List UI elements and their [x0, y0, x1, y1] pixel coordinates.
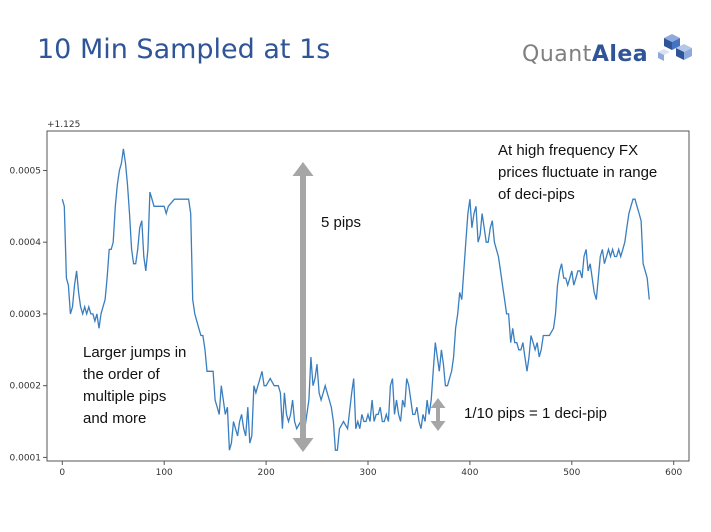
- five-pips-arrow: [292, 162, 314, 452]
- annotation-line: of deci-pips: [498, 186, 575, 203]
- annotation-arrows: [292, 162, 446, 452]
- x-tick-label: 500: [563, 468, 580, 478]
- annotation-line: prices fluctuate in range: [498, 164, 658, 181]
- x-tick-label: 600: [665, 468, 682, 478]
- deci-pip-arrow: [430, 398, 446, 431]
- x-tick-label: 200: [258, 468, 275, 478]
- y-tick-label: 0.0002: [10, 382, 42, 392]
- logo-text: QuantAlea: [522, 42, 648, 67]
- x-tick-label: 300: [359, 468, 376, 478]
- x-tick-label: 0: [59, 468, 65, 478]
- price-series-line: [61, 148, 650, 451]
- x-tick-label: 400: [461, 468, 478, 478]
- x-tick-label: 100: [156, 468, 173, 478]
- annotation-line: At high frequency FX: [498, 142, 639, 159]
- annotation-deci-pip: 1/10 pips = 1 deci-pip: [464, 405, 608, 422]
- y-tick-label: 0.0005: [10, 166, 42, 176]
- y-tick-label: 0.0001: [10, 453, 42, 463]
- x-axis-ticks: 0 100 200 300 400 500 600: [59, 461, 683, 478]
- y-offset-label: +1.125: [47, 120, 80, 130]
- annotation-larger-jumps: Larger jumps in the order of multiple pi…: [83, 342, 186, 430]
- annotation-five-pips: 5 pips: [321, 214, 362, 231]
- slide-title: 10 Min Sampled at 1s: [37, 34, 331, 65]
- annotation-line: Larger jumps in: [83, 344, 187, 361]
- logo-text-light: Quant: [522, 42, 592, 67]
- company-logo: QuantAlea: [522, 30, 692, 72]
- y-axis-ticks: 0.0001 0.0002 0.0003 0.0004 0.0005: [10, 166, 47, 463]
- cube-logo-icon: [658, 34, 692, 61]
- annotation-line: and more: [83, 410, 147, 427]
- annotation-high-frequency: At high frequency FX prices fluctuate in…: [498, 140, 657, 206]
- annotation-line: the order of: [83, 366, 160, 383]
- logo-text-strong: Alea: [591, 42, 649, 67]
- annotation-line: multiple pips: [83, 388, 167, 405]
- y-tick-label: 0.0004: [10, 238, 42, 248]
- y-tick-label: 0.0003: [10, 310, 42, 320]
